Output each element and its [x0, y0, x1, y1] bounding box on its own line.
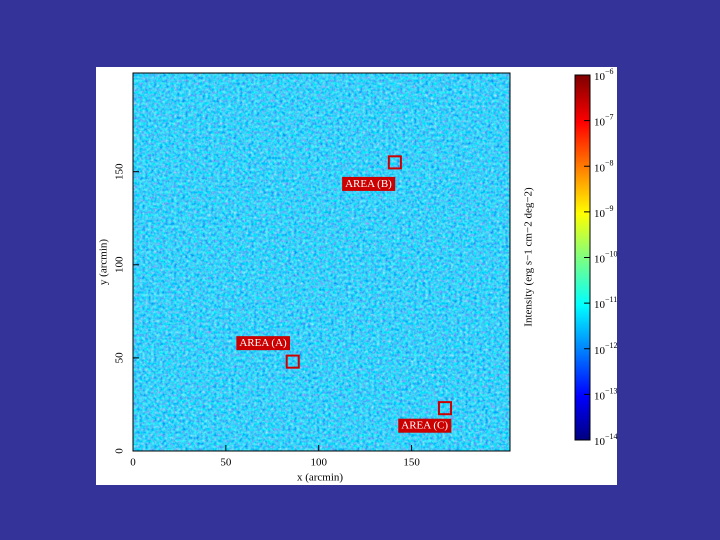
- y-tick-label: 0: [114, 448, 126, 454]
- area-label: AREA (A): [236, 336, 291, 351]
- area-label: AREA (C): [398, 418, 452, 433]
- x-tick-label: 100: [310, 457, 327, 469]
- area-label-text: AREA (C): [401, 420, 448, 432]
- colorbar-label: Intensity (erg s−1 cm−2 deg−2): [523, 187, 535, 327]
- colorbar-tick-label: 10−7: [594, 112, 614, 128]
- colorbar-tick-label: 10−8: [594, 158, 614, 174]
- y-tick-label: 150: [114, 163, 126, 180]
- colorbar-tick-label: 10−6: [594, 67, 614, 83]
- colorbar-tick-label: 10−9: [594, 204, 614, 220]
- area-label-box: [342, 176, 396, 191]
- y-tick-label: 50: [114, 352, 126, 364]
- y-axis-label: y (arcmin): [98, 239, 110, 285]
- x-tick-label: 0: [130, 457, 136, 469]
- colorbar-tick-label: 10−12: [594, 341, 618, 357]
- y-tick-label: 100: [114, 256, 126, 273]
- sky-map-texture: [133, 73, 510, 451]
- colorbar-tick-label: 10−11: [594, 295, 617, 311]
- colorbar-tick-label: 10−14: [594, 432, 618, 448]
- area-marker: [387, 155, 402, 170]
- colorbar-tick-label: 10−13: [594, 386, 618, 402]
- x-axis-label: x (arcmin): [297, 472, 343, 484]
- colorbar-tick-label: 10−10: [594, 249, 618, 265]
- area-marker: [285, 354, 300, 369]
- x-tick-label: 50: [220, 457, 232, 469]
- area-label-box: [236, 336, 291, 351]
- area-marker: [437, 401, 453, 416]
- area-label: AREA (B): [342, 176, 396, 191]
- area-label-text: AREA (B): [345, 178, 392, 190]
- plot-frame: [132, 72, 511, 452]
- area-label-text: AREA (A): [239, 337, 287, 349]
- x-tick-label: 150: [403, 457, 420, 469]
- area-label-box: [398, 418, 452, 433]
